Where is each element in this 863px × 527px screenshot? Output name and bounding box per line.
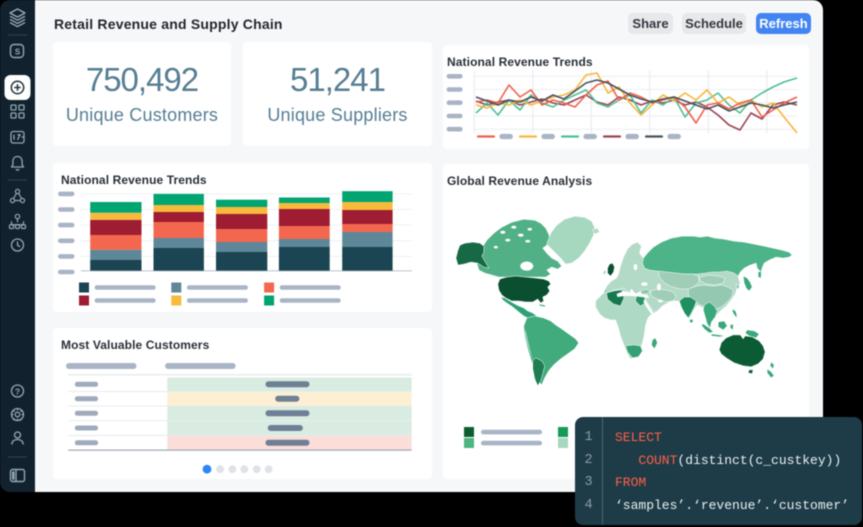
- svg-text:?: ?: [15, 387, 20, 397]
- svg-text:S: S: [15, 48, 21, 57]
